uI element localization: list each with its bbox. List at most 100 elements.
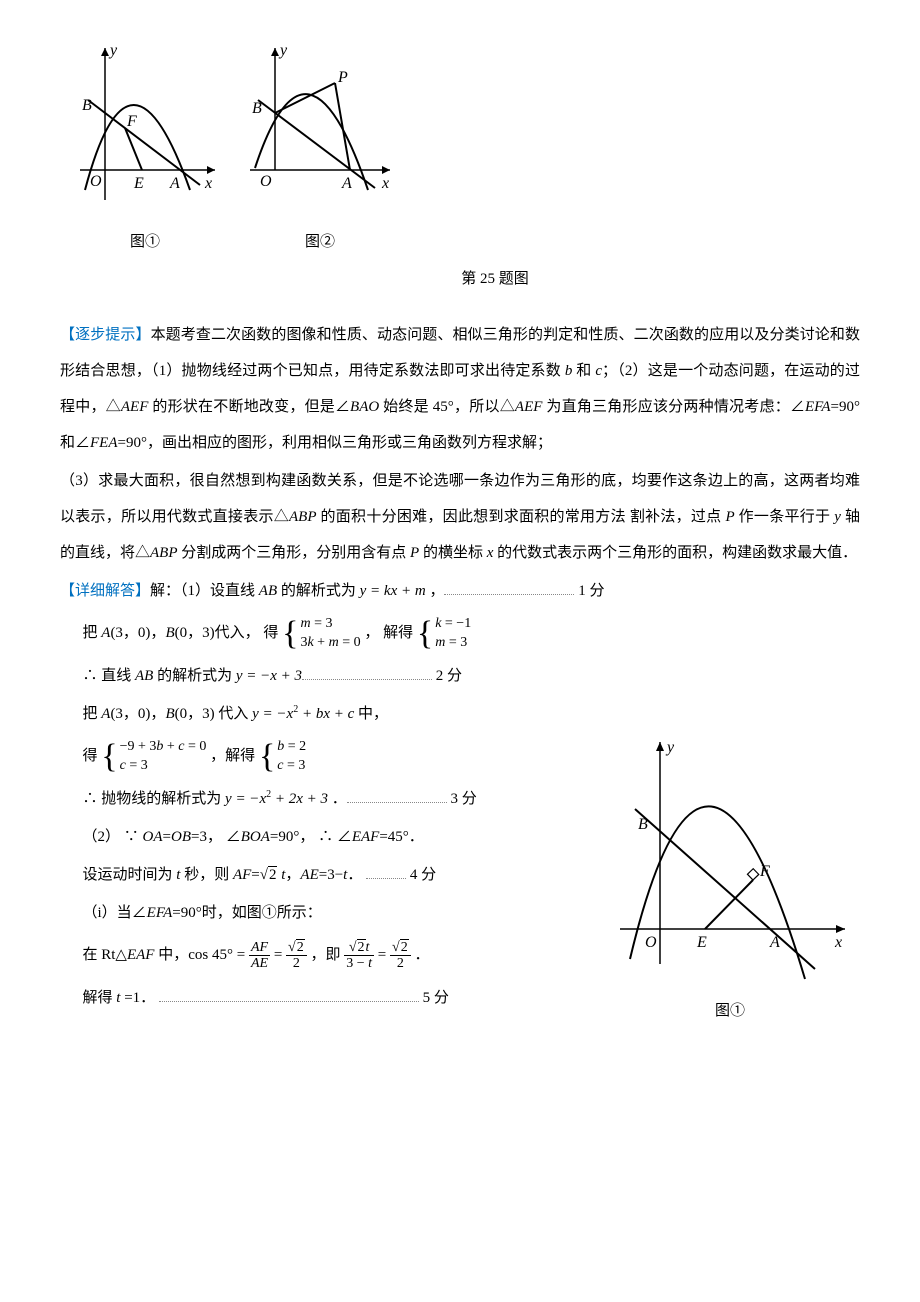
s2e-val: =1． (120, 990, 155, 1006)
s1b-mid: ， 解得 (364, 625, 417, 641)
s1-eq: y = kx + m (360, 583, 426, 599)
s1f-prefix: ∴ 抛物线的解析式为 (83, 791, 226, 807)
top-figures-row: y x B F O E A 图① y x B P O A 图② (70, 40, 860, 256)
s2d-eq: = (233, 947, 249, 963)
s2d-eq2: = (270, 947, 286, 963)
s2-eq1: = (163, 829, 171, 845)
s2d-mid2: ，即 (307, 947, 345, 963)
s1b-sys1: {m = 33k + m = 0 (282, 615, 360, 651)
s2d-eq3: = (374, 947, 390, 963)
hint-para-1: 【逐步提示】本题考查二次函数的图像和性质、动态问题、相似三角形的判定和性质、二次… (60, 317, 860, 461)
s1-prefix: 解：（1）设直线 (150, 583, 259, 599)
sol-step2d: 在 Rt△EAF 中，cos 45° = AFAE = 22 ，即 2t3 − … (60, 933, 580, 978)
hint-t3: 的形状在不断地改变，但是∠ (148, 399, 350, 415)
hint-aef1: AEF (121, 399, 149, 415)
s2b-prefix: 设运动时间为 (83, 867, 177, 883)
figure-1-svg: y x B F O E A (70, 40, 220, 215)
solution-with-figure: 得 {−9 + 3b + c = 0c = 3 ，解得 {b = 2c = 3 … (60, 734, 860, 1025)
hint-t5: 为直角三角形应该分两种情况考虑：∠ (542, 399, 805, 415)
s1b-sys2: {k = −1m = 3 (417, 615, 471, 651)
s2c-efa: EFA (147, 905, 173, 921)
s2b-eq1: = (251, 867, 259, 883)
hint-fea: FEA (90, 435, 118, 451)
svg-text:O: O (645, 934, 657, 951)
hint-label: 【逐步提示】 (60, 327, 151, 343)
h2-p7: 的代数式表示两个三角形的面积，构建函数求最大值． (493, 545, 857, 561)
hint-t4: 始终是 45°，所以△ (379, 399, 515, 415)
s2d-period: ． (411, 947, 430, 963)
s1b-B: B (165, 625, 174, 641)
sol-step2c: （i）当∠EFA=90°时，如图①所示： (60, 895, 580, 931)
svg-text:A: A (769, 934, 780, 951)
s1c-eq: y = −x + 3 (236, 668, 302, 684)
dots-1 (444, 582, 574, 596)
svg-text:x: x (381, 175, 389, 192)
svg-text:y: y (108, 42, 118, 59)
s2e-prefix: 解得 (83, 990, 117, 1006)
svg-text:A: A (169, 175, 180, 192)
svg-text:B: B (638, 816, 648, 833)
s1f-suffix: ． (328, 791, 347, 807)
svg-text:y: y (278, 42, 288, 59)
s1d-prefix: 把 (83, 706, 102, 722)
h2-p3: 作一条平行于 (735, 509, 835, 525)
svg-text:B: B (82, 97, 92, 114)
svg-text:F: F (759, 863, 770, 880)
hint-para-2: （3）求最大面积，很自然想到构建函数关系，但是不论选哪一条边作为三角形的底，均要… (60, 463, 860, 571)
s2d-f4: 22 (390, 940, 411, 972)
s2-prefix: （2） ∵ (83, 829, 143, 845)
s2d-f2: 22 (286, 940, 307, 972)
solution-text-col: 得 {−9 + 3b + c = 0c = 3 ，解得 {b = 2c = 3 … (60, 734, 580, 1018)
s2d-f3: 2t3 − t (344, 940, 374, 972)
s1-comma: ， (426, 583, 445, 599)
h2-p6: 的横坐标 (419, 545, 487, 561)
s2-eaf: EAF (352, 829, 380, 845)
s2b-comma: ， (285, 867, 300, 883)
svg-text:x: x (834, 934, 842, 951)
dots-3 (347, 790, 447, 804)
s1c-mid: 的解析式为 (153, 668, 236, 684)
s1d-Bc: (0，3) 代入 (175, 706, 253, 722)
dots-5 (159, 989, 419, 1003)
solution-label: 【详细解答】 (60, 583, 150, 599)
s1d-suffix: 中， (354, 706, 388, 722)
svg-text:E: E (133, 175, 144, 192)
figure-1-caption: 图① (70, 229, 220, 256)
s2b-eq2: =3− (319, 867, 343, 883)
svg-text:O: O (260, 173, 272, 190)
s2-val: =3， ∠ (191, 829, 241, 845)
svg-text:x: x (204, 175, 212, 192)
h2-P1: P (725, 509, 734, 525)
figure-1-wrap: y x B F O E A 图① (70, 40, 220, 256)
s2b-mid1: 秒，则 (180, 867, 233, 883)
sol-step1: 【详细解答】解：（1）设直线 AB 的解析式为 y = kx + m ， 1 分 (60, 573, 860, 609)
s1d-eq: y = −x2 + bx + c (252, 706, 354, 722)
s1d-B: B (165, 706, 174, 722)
s1-mid: 的解析式为 (277, 583, 360, 599)
figures-title: 第 25 题图 (130, 261, 860, 297)
s1b-prefix: 把 (83, 625, 102, 641)
hint-bao: BAO (350, 399, 379, 415)
s2-eq2: =90°， ∴ ∠ (270, 829, 352, 845)
s2b-period: ． (347, 867, 362, 883)
dots-4 (366, 866, 406, 880)
s2c-suffix: =90°时，如图①所示： (172, 905, 321, 921)
h2-P2: P (410, 545, 419, 561)
s2d-cos: cos 45° (188, 947, 233, 963)
s1e-sys1: {−9 + 3b + c = 0c = 3 (101, 738, 206, 774)
s2d-mid1: 中， (154, 947, 188, 963)
s2-oa: OA (143, 829, 163, 845)
figure-2-caption: 图② (240, 229, 400, 256)
hint-and: 和 (572, 363, 595, 379)
s2d-prefix: 在 Rt△ (83, 947, 127, 963)
dots-2 (302, 667, 432, 681)
hint-aef2: AEF (515, 399, 543, 415)
hint-t7: =90°，画出相应的图形，利用相似三角形或三角函数列方程求解； (118, 435, 552, 451)
sol-step2b: 设运动时间为 t 秒，则 AF=2 t，AE=3−t． 4 分 (60, 857, 580, 893)
s2b-score: 4 分 (410, 867, 436, 883)
svg-text:E: E (696, 934, 707, 951)
s1c-prefix: ∴ 直线 (83, 668, 136, 684)
h2-p5: 分割成两个三角形，分别用含有点 (178, 545, 411, 561)
svg-text:F: F (126, 113, 137, 130)
sol-step1f: ∴ 抛物线的解析式为 y = −x2 + 2x + 3 ． 3 分 (60, 781, 580, 817)
